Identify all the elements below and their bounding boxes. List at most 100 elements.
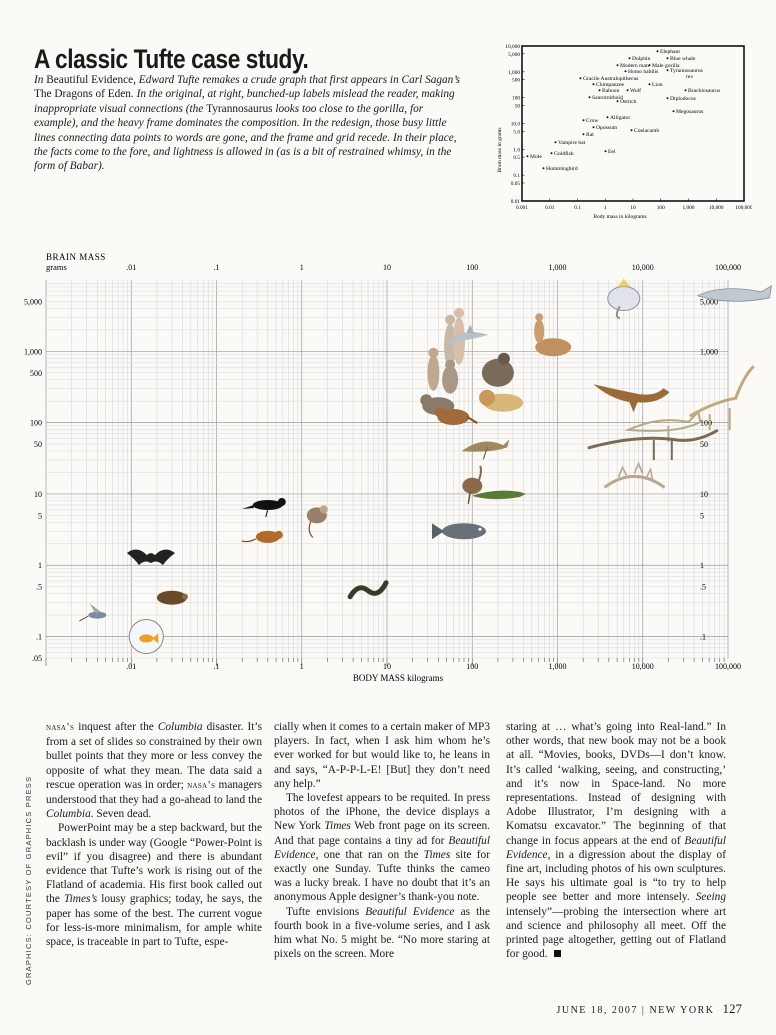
orig-x-tick-label: 100,000: [735, 205, 752, 211]
bat-icon: [126, 549, 175, 566]
y-tick-label-right: 1: [700, 561, 704, 570]
orig-point: [616, 100, 619, 103]
orig-point-label: Lion: [652, 82, 663, 88]
orig-point: [579, 77, 582, 80]
article-column-1: nasa’s inquest after the Columbia disast…: [46, 721, 262, 949]
saurornithoid-icon: [461, 439, 510, 460]
orig-point: [582, 119, 585, 122]
intro-caption: In Beautiful Evidence, Edward Tufte rema…: [34, 74, 461, 173]
orig-x-tick-label: 0.001: [516, 205, 528, 211]
orig-point-label: Saurornithoid: [592, 95, 623, 101]
x-tick-label-bottom: 10,000: [632, 662, 654, 671]
orig-point-label: Dolphin: [632, 56, 651, 62]
orig-point-label: Male gorilla: [652, 63, 680, 69]
orig-point-label: Tyrannosaurus: [670, 68, 703, 74]
orig-point: [592, 126, 595, 129]
orig-point-label: Gracile Australopithecus: [583, 76, 638, 82]
orig-x-tick-label: 0.01: [545, 205, 555, 211]
page-footer: JUNE 18, 2007 | NEW YORK 127: [556, 1001, 743, 1016]
orig-y-tick-label: 500: [512, 78, 520, 84]
magazine-name: NEW YORK: [649, 1005, 715, 1016]
issue-date: JUNE 18, 2007: [556, 1005, 638, 1016]
brain-body-mass-chart: BRAIN MASS grams .01 .1 1 10 100 1,000 10,000 1…: [24, 252, 773, 683]
orig-point-label: Blue whale: [670, 56, 696, 62]
y-tick-label-left: 5,000: [24, 297, 42, 306]
orig-point-label: Megosaurus: [676, 109, 703, 115]
orig-x-tick-label: 10,000: [709, 205, 724, 211]
orig-point-label: Ostrich: [620, 99, 637, 105]
orig-y-tick-label: 1.0: [513, 147, 520, 153]
x-tick-label-bottom: 1: [300, 662, 304, 671]
orig-point-label: Diplodocus: [670, 96, 696, 102]
chimpanzee-icon: [442, 359, 459, 394]
orig-y-tick-label: 10,000: [505, 44, 520, 50]
article-column-3: staring at … what’s going into Real-land…: [506, 721, 726, 961]
orig-y-tick-label: 5.0: [513, 129, 520, 135]
mole-icon: [156, 590, 188, 605]
orig-point: [648, 83, 651, 86]
crow-icon: [241, 498, 286, 518]
x-tick-label-top: .01: [126, 263, 136, 272]
orig-y-tick-label: 0.01: [511, 199, 521, 205]
x-tick-label-top: 1,000: [549, 263, 567, 272]
orig-point-label: Wolf: [630, 87, 641, 94]
eel-icon: [347, 580, 389, 600]
orig-y-tick-label: 0.05: [511, 181, 521, 187]
orig-point-label: Baboon: [602, 88, 620, 94]
orig-y-tick-label: 0.5: [513, 155, 520, 161]
orig-point: [648, 64, 651, 67]
orig-point: [582, 133, 585, 136]
orig-point: [672, 110, 675, 113]
orig-point-label: Alligator: [610, 115, 630, 121]
y-tick-label-left: 1: [38, 561, 42, 570]
y-tick-label-right: 100: [700, 419, 712, 428]
orig-point-label: Opossum: [596, 125, 618, 131]
x-tick-label-top: 10: [383, 263, 391, 272]
orig-point: [666, 97, 669, 100]
orig-ylabel: Brain mass in grams: [497, 127, 503, 172]
article-column-2: cially when it comes to a certain maker …: [274, 721, 491, 961]
gorilla-icon: [481, 352, 514, 387]
x-tick-label-bottom: 1,000: [549, 662, 567, 671]
orig-point: [592, 83, 595, 86]
orig-y-tick-label: 10.0: [511, 122, 521, 128]
opossum-icon: [306, 505, 328, 538]
y-tick-label-left: 50: [34, 440, 42, 449]
y-tick-label-right: 50: [700, 440, 708, 449]
y-tick-label-right: 1,000: [700, 347, 718, 356]
x-tick-label-bottom: 100,000: [715, 662, 741, 671]
alligator-icon: [471, 490, 526, 500]
orig-point: [684, 89, 687, 92]
ostrich-icon: [462, 465, 483, 504]
australopithecus-icon: [427, 347, 440, 391]
end-mark: [553, 950, 561, 958]
orig-x-tick-label: 0.1: [574, 205, 581, 211]
blue-whale-icon: [696, 285, 773, 302]
orig-point-label: Chimpanzee: [596, 82, 624, 88]
brachiosaurus-icon: [688, 365, 755, 431]
orig-point-label: Mole: [530, 154, 542, 160]
elephant-babar-icon: [607, 278, 641, 320]
y-axis-title: BRAIN MASS: [46, 252, 106, 262]
orig-point: [666, 57, 669, 60]
y-tick-label-left: 10: [34, 490, 42, 499]
orig-y-tick-label: 5,000: [508, 52, 520, 58]
dolphin-icon: [446, 324, 489, 344]
orig-point: [554, 141, 557, 144]
y-tick-label-left: 100: [30, 419, 42, 428]
goldfish-icon: [128, 619, 164, 654]
x-tick-label-bottom: 100: [466, 662, 478, 671]
y-axis-unit: grams: [46, 262, 67, 272]
orig-x-tick-label: 100: [657, 205, 665, 211]
orig-point: [616, 64, 619, 67]
orig-point: [526, 155, 529, 158]
x-tick-label-bottom: .1: [214, 662, 220, 671]
page-number: 127: [722, 1001, 743, 1016]
orig-x-tick-label: 1: [604, 205, 607, 211]
y-tick-label-right: .5: [700, 583, 706, 592]
orig-point: [604, 150, 607, 153]
y-tick-label-left: .1: [36, 633, 42, 642]
orig-point: [626, 89, 629, 92]
y-tick-label-right: 5: [700, 511, 704, 520]
wolf-icon: [434, 407, 478, 425]
